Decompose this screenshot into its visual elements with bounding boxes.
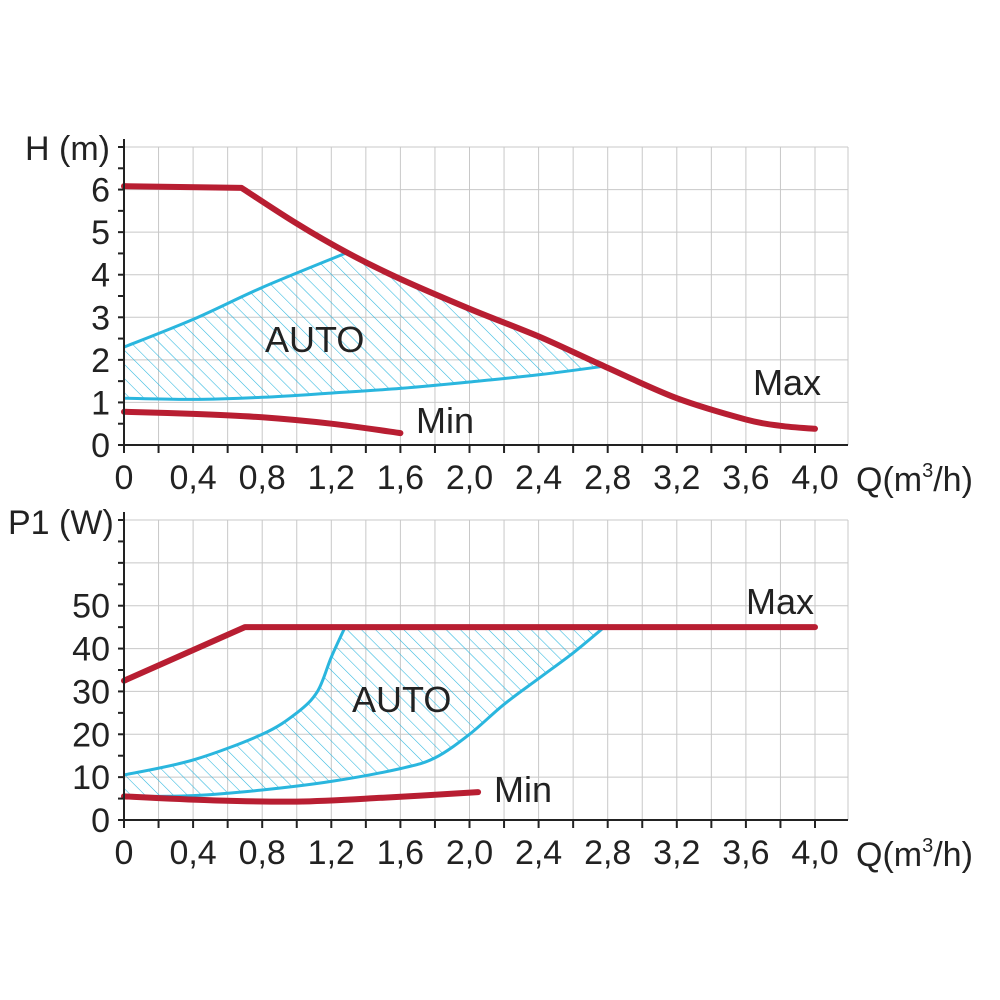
- head-chart-x-axis-title-tail: /h): [933, 461, 973, 499]
- head-chart-axes: [118, 139, 848, 453]
- head-auto-lower-curve: [123, 364, 605, 401]
- head-y-tick-label: 6: [91, 172, 110, 210]
- head-x-tick-label: 0: [115, 459, 134, 497]
- power-x-tick-label: 0,4: [169, 834, 216, 872]
- power-chart-x-axis-title-main: Q(m: [856, 836, 922, 874]
- head-chart-min-label: Min: [416, 400, 474, 441]
- power-chart-x-axis-title-sup: 3: [922, 835, 933, 857]
- power-chart-min-label: Min: [494, 769, 552, 810]
- head-auto-hatch: [124, 253, 605, 400]
- power-chart-x-axis-title-tail: /h): [933, 836, 973, 874]
- power-x-tick-label: 0,8: [239, 834, 286, 872]
- head-x-tick-label: 3,6: [722, 459, 769, 497]
- power-chart-max-label: Max: [746, 581, 814, 622]
- power-x-tick-label: 2,4: [515, 834, 562, 872]
- head-auto-upper-curve: [123, 252, 346, 349]
- head-chart-auto-area: [123, 252, 605, 401]
- head-x-tick-label: 1,6: [377, 459, 424, 497]
- head-chart-y-axis-title: H (m): [25, 130, 110, 168]
- head-chart-x-axis-title-sup: 3: [922, 460, 933, 482]
- head-y-tick-label: 1: [91, 384, 110, 422]
- head-chart-curves: [121, 183, 818, 437]
- head-x-tick-label: 0,8: [239, 459, 286, 497]
- power-x-tick-label: 3,2: [653, 834, 700, 872]
- head-y-tick-label: 3: [91, 299, 110, 337]
- power-y-tick-label: 40: [72, 631, 110, 669]
- power-chart-curves: [121, 624, 818, 805]
- power-x-tick-label: 4,0: [791, 834, 838, 872]
- head-x-tick-label: 3,2: [653, 459, 700, 497]
- power-x-tick-label: 1,6: [377, 834, 424, 872]
- head-x-tick-label: 2,0: [446, 459, 493, 497]
- head-x-tick-label: 4,0: [791, 459, 838, 497]
- power-y-tick-label: 20: [72, 716, 110, 754]
- power-max-curve: [121, 624, 818, 684]
- head-y-tick-label: 2: [91, 342, 110, 380]
- power-auto-hatch: [124, 627, 605, 797]
- power-chart: 0 0,4 0,8 1,2 1,6 2,0 2,4 2,8 3,2 3,6 4,0010203040…: [8, 504, 973, 874]
- head-y-tick-label: 4: [91, 257, 110, 295]
- power-x-tick-label: 2,8: [584, 834, 631, 872]
- power-min-curve: [121, 789, 482, 805]
- head-x-tick-label: 0,4: [169, 459, 216, 497]
- power-y-tick-label: 30: [72, 673, 110, 711]
- power-auto-lower-curve: [123, 625, 606, 798]
- power-y-tick-label: 50: [72, 588, 110, 626]
- head-x-tick-label: 2,8: [584, 459, 631, 497]
- power-chart-x-axis-title: Q(m3/h): [856, 835, 973, 874]
- head-x-tick-label: 1,2: [308, 459, 355, 497]
- power-x-tick-label: 0: [115, 834, 134, 872]
- power-chart-axes: [118, 512, 848, 828]
- head-y-tick-label: 5: [91, 214, 110, 252]
- head-chart-x-axis-title: Q(m3/h): [856, 460, 973, 499]
- head-x-tick-label: 2,4: [515, 459, 562, 497]
- power-x-tick-label: 1,2: [308, 834, 355, 872]
- power-chart-y-axis-title: P1 (W): [8, 504, 114, 542]
- power-chart-auto-label: AUTO: [352, 679, 451, 720]
- head-y-tick-label: 0: [91, 427, 110, 465]
- power-x-tick-label: 2,0: [446, 834, 493, 872]
- head-max-curve: [121, 183, 818, 432]
- power-chart-auto-area: [123, 625, 606, 798]
- power-auto-upper-curve: [123, 626, 347, 777]
- head-chart-auto-label: AUTO: [265, 319, 364, 360]
- power-chart-tick-labels: 0 0,4 0,8 1,2 1,6 2,0 2,4 2,8 3,2 3,6 4,0010203040…: [72, 588, 838, 872]
- head-chart-grid: [124, 146, 849, 445]
- head-min-curve: [121, 408, 404, 437]
- head-chart-x-axis-title-main: Q(m: [856, 461, 922, 499]
- head-chart-max-label: Max: [753, 362, 821, 403]
- power-y-tick-label: 0: [91, 802, 110, 840]
- power-x-tick-label: 3,6: [722, 834, 769, 872]
- power-y-tick-label: 10: [72, 759, 110, 797]
